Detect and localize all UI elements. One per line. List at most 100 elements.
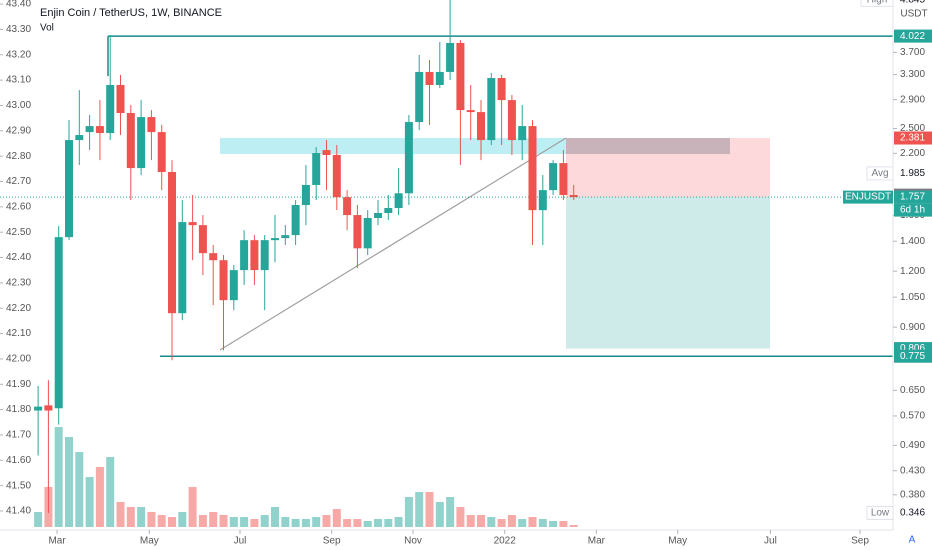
candle-body [569, 195, 578, 198]
y2-tick-label: 43.00 [6, 100, 31, 111]
volume-bar [250, 519, 259, 527]
price-label-name: ENJUSDT [845, 192, 891, 203]
grey-box [566, 138, 730, 155]
volume-bar [549, 521, 558, 527]
volume-bar [178, 512, 187, 527]
candle-body [229, 270, 238, 301]
target-zone [566, 197, 770, 349]
volume-bar [219, 515, 228, 527]
volume-bar [332, 509, 341, 527]
y-tick-label: 0.430 [900, 465, 925, 476]
y-tick-label: 1.200 [900, 266, 925, 277]
volume-bar [209, 512, 218, 527]
volume-bar [353, 519, 362, 527]
candle-body [209, 253, 218, 261]
price-label-name-box [843, 190, 893, 204]
price-label-box [894, 131, 932, 145]
volume-bar [415, 492, 424, 527]
volume-bar [343, 519, 352, 527]
volume-bar [487, 517, 496, 527]
volume-bar [54, 427, 63, 527]
unit-label: USDT [900, 9, 927, 20]
volume-bar [456, 507, 465, 527]
candle-body [198, 225, 207, 254]
price-label-name: Low [871, 508, 890, 519]
y-tick-label: 1.050 [900, 292, 925, 303]
y2-tick-label: 43.40 [6, 0, 31, 10]
y2-tick-label: 42.90 [6, 125, 31, 136]
y-tick-label: 2.500 [900, 123, 925, 134]
candle-body [168, 172, 177, 314]
candle-body [343, 197, 352, 216]
price-label-name-box [866, 166, 894, 181]
volume-bar [95, 467, 104, 527]
volume-bar [198, 515, 207, 527]
price-label-box [894, 0, 932, 7]
candle-body [137, 117, 146, 169]
y2-tick-label: 42.80 [6, 151, 31, 162]
volume-bar [446, 497, 455, 527]
volume-bar [106, 457, 115, 527]
volume-bar [374, 519, 383, 527]
candle-body [435, 71, 444, 85]
y-tick-label: 0.900 [900, 322, 925, 333]
candle-body [466, 110, 475, 113]
volume-bar [569, 525, 578, 527]
price-label: 0.346 [900, 508, 925, 519]
price-label-box [894, 349, 932, 363]
volume-label: Vol [40, 23, 54, 34]
price-label-name: High [867, 0, 888, 6]
y2-tick-label: 41.70 [6, 430, 31, 441]
x-tick-label: Sep [323, 536, 341, 547]
y-tick-label: 2.900 [900, 94, 925, 105]
candle-body [404, 122, 413, 194]
price-label-name: Avg [871, 168, 888, 179]
volume-bar [312, 517, 321, 527]
price-label-name-box [860, 0, 894, 7]
x-tick-label: Sep [851, 536, 869, 547]
candle-body [487, 78, 496, 141]
y2-tick-label: 42.10 [6, 328, 31, 339]
trend-line [219, 137, 567, 351]
candle-body [44, 405, 53, 411]
candle-body [250, 240, 259, 271]
y2-tick-label: 43.30 [6, 24, 31, 35]
auto-scale-button[interactable]: A [909, 535, 916, 546]
price-label: 0.775 [900, 351, 925, 362]
volume-bar [281, 517, 290, 527]
price-label: 1.757 [900, 192, 925, 203]
volume-bar [518, 519, 527, 527]
volume-bar [126, 507, 135, 527]
volume-bar [260, 515, 269, 527]
candle-body [384, 208, 393, 214]
candle-body [85, 126, 94, 133]
stop-zone [566, 138, 770, 198]
chart-title: Enjin Coin / TetherUS, 1W, BINANCE [40, 7, 222, 19]
volume-bar [497, 519, 506, 527]
volume-bar [291, 519, 300, 527]
volume-bar [384, 519, 393, 527]
price-label: 4.022 [900, 31, 925, 42]
resistance-zone [220, 138, 566, 155]
y2-tick-label: 41.90 [6, 379, 31, 390]
y2-tick-label: 43.20 [6, 49, 31, 60]
price-label-box [894, 190, 932, 204]
candle-body [549, 163, 558, 191]
price-label: 4.845 [900, 0, 925, 6]
volume-bar [65, 437, 74, 527]
countdown-box [894, 203, 932, 217]
price-label-name-box [866, 505, 894, 520]
y2-tick-label: 42.00 [6, 354, 31, 365]
candle-body [425, 71, 434, 85]
y2-tick-label: 42.30 [6, 278, 31, 289]
price-label-box [894, 166, 932, 180]
drawings [0, 35, 893, 357]
candle-body [301, 184, 310, 206]
countdown: 6d 1h [900, 205, 925, 216]
candle-body [322, 150, 331, 155]
candle-body [75, 135, 84, 141]
volume-bar [147, 512, 156, 527]
y2-tick-label: 42.40 [6, 252, 31, 263]
